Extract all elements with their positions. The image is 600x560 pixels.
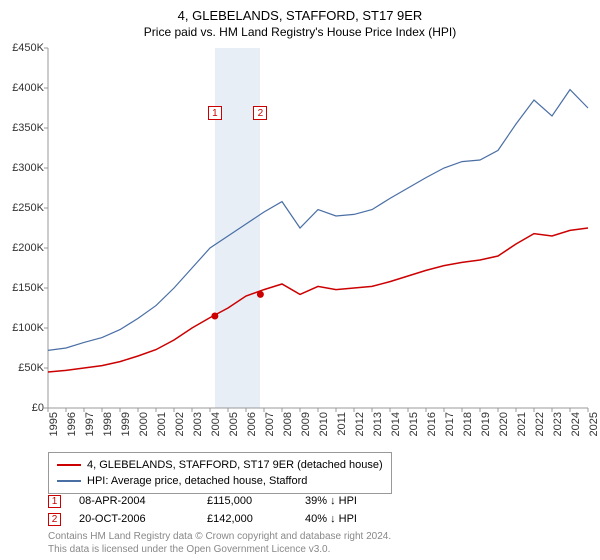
- x-tick-label: 2015: [408, 412, 420, 452]
- y-tick-label: £150K: [2, 282, 44, 294]
- series-hpi: [48, 90, 588, 351]
- transaction-price: £142,000: [207, 513, 287, 525]
- footer-attribution: Contains HM Land Registry data © Crown c…: [48, 530, 391, 556]
- transaction-delta: 40% ↓ HPI: [305, 513, 385, 525]
- x-tick-label: 2007: [264, 412, 276, 452]
- legend-item: HPI: Average price, detached house, Staf…: [57, 473, 383, 489]
- legend-swatch: [57, 464, 81, 466]
- x-tick-label: 2020: [498, 412, 510, 452]
- chart-subtitle: Price paid vs. HM Land Registry's House …: [0, 23, 600, 39]
- x-tick-label: 1999: [120, 412, 132, 452]
- transaction-date: 20-OCT-2006: [79, 513, 189, 525]
- legend-item: 4, GLEBELANDS, STAFFORD, ST17 9ER (detac…: [57, 457, 383, 473]
- x-tick-label: 1998: [102, 412, 114, 452]
- footer-line-2: This data is licensed under the Open Gov…: [48, 543, 391, 556]
- line-chart-svg: [48, 48, 588, 408]
- y-tick-label: £250K: [2, 202, 44, 214]
- y-tick-label: £400K: [2, 82, 44, 94]
- chart-title: 4, GLEBELANDS, STAFFORD, ST17 9ER: [0, 0, 600, 23]
- y-tick-label: £300K: [2, 162, 44, 174]
- x-tick-label: 2017: [444, 412, 456, 452]
- x-tick-label: 2001: [156, 412, 168, 452]
- x-tick-label: 2002: [174, 412, 186, 452]
- x-tick-label: 2004: [210, 412, 222, 452]
- x-tick-label: 2024: [570, 412, 582, 452]
- transaction-marker: 1: [48, 495, 61, 508]
- x-tick-label: 2009: [300, 412, 312, 452]
- marker-box-1: 1: [208, 106, 222, 120]
- y-tick-label: £350K: [2, 122, 44, 134]
- x-tick-label: 2023: [552, 412, 564, 452]
- transaction-date: 08-APR-2004: [79, 495, 189, 507]
- legend-label: HPI: Average price, detached house, Staf…: [87, 475, 307, 487]
- x-tick-label: 2025: [588, 412, 600, 452]
- x-tick-label: 2010: [318, 412, 330, 452]
- x-tick-label: 2019: [480, 412, 492, 452]
- x-tick-label: 2005: [228, 412, 240, 452]
- chart-legend: 4, GLEBELANDS, STAFFORD, ST17 9ER (detac…: [48, 452, 392, 494]
- x-tick-label: 2011: [336, 412, 348, 452]
- x-tick-label: 2012: [354, 412, 366, 452]
- y-tick-label: £200K: [2, 242, 44, 254]
- x-tick-label: 2006: [246, 412, 258, 452]
- y-tick-label: £0: [2, 402, 44, 414]
- transaction-marker: 2: [48, 513, 61, 526]
- transaction-delta: 39% ↓ HPI: [305, 495, 385, 507]
- transactions-table: 1 08-APR-2004 £115,000 39% ↓ HPI 2 20-OCT-200…: [48, 492, 385, 528]
- x-tick-label: 1997: [84, 412, 96, 452]
- chart-plot-area: £0£50K£100K£150K£200K£250K£300K£350K£400…: [48, 48, 588, 408]
- y-tick-label: £50K: [2, 362, 44, 374]
- x-tick-label: 2003: [192, 412, 204, 452]
- transaction-price: £115,000: [207, 495, 287, 507]
- x-tick-label: 2000: [138, 412, 150, 452]
- x-tick-label: 2014: [390, 412, 402, 452]
- transaction-row: 2 20-OCT-2006 £142,000 40% ↓ HPI: [48, 510, 385, 528]
- legend-label: 4, GLEBELANDS, STAFFORD, ST17 9ER (detac…: [87, 459, 383, 471]
- marker-dot-2: [257, 291, 264, 298]
- y-tick-label: £450K: [2, 42, 44, 54]
- x-tick-label: 1996: [66, 412, 78, 452]
- y-tick-label: £100K: [2, 322, 44, 334]
- x-tick-label: 1995: [48, 412, 60, 452]
- x-tick-label: 2008: [282, 412, 294, 452]
- footer-line-1: Contains HM Land Registry data © Crown c…: [48, 530, 391, 543]
- series-property: [48, 228, 588, 372]
- x-tick-label: 2013: [372, 412, 384, 452]
- transaction-row: 1 08-APR-2004 £115,000 39% ↓ HPI: [48, 492, 385, 510]
- x-tick-label: 2016: [426, 412, 438, 452]
- marker-dot-1: [211, 313, 218, 320]
- legend-swatch: [57, 480, 81, 482]
- x-tick-label: 2018: [462, 412, 474, 452]
- x-tick-label: 2022: [534, 412, 546, 452]
- marker-box-2: 2: [253, 106, 267, 120]
- x-tick-label: 2021: [516, 412, 528, 452]
